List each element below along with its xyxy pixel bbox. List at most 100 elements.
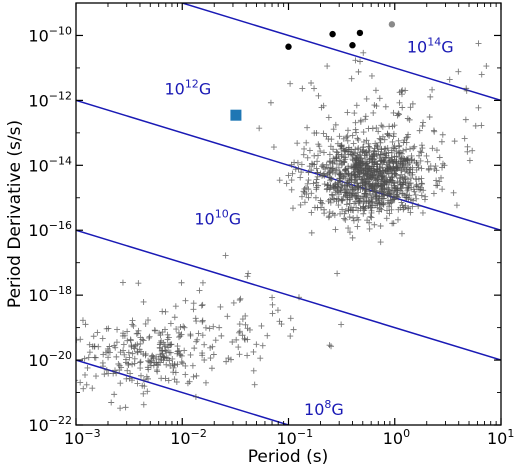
pulsar-point: [339, 206, 346, 213]
pulsar-point: [398, 171, 405, 178]
pulsar-point: [407, 209, 414, 216]
pulsar-point: [140, 337, 147, 344]
pulsar-point: [357, 149, 364, 156]
pulsar-point: [402, 168, 409, 175]
pulsar-point: [388, 199, 395, 206]
pulsar-point: [195, 330, 202, 337]
pulsar-point: [319, 200, 326, 207]
pulsar-point: [427, 93, 434, 100]
pulsar-point: [424, 158, 431, 165]
pulsar-point: [223, 358, 230, 365]
pulsar-point: [150, 355, 157, 362]
pulsar-point: [418, 149, 425, 156]
pulsar-point: [106, 349, 113, 356]
pulsar-point: [327, 199, 334, 206]
pulsar-point: [300, 188, 307, 195]
pulsar-point: [295, 294, 302, 301]
pulsar-point: [199, 332, 206, 339]
pulsar-point: [337, 210, 344, 217]
pulsar-point: [352, 174, 359, 181]
pulsar-point: [105, 370, 112, 377]
pulsar-point: [290, 326, 297, 333]
pulsar-point: [368, 194, 375, 201]
pulsar-point: [406, 160, 413, 166]
pulsar-point: [399, 174, 406, 181]
pulsar-point: [326, 342, 333, 349]
pulsar-point: [463, 87, 470, 94]
pulsar-point: [350, 140, 357, 147]
pulsar-point: [416, 152, 423, 159]
pulsar-point: [89, 385, 96, 392]
pulsar-point: [415, 164, 422, 171]
pulsar-point: [395, 143, 402, 150]
pulsar-point: [327, 174, 334, 181]
pulsar-point: [321, 172, 328, 179]
pulsar-point: [439, 131, 446, 138]
pulsar-point: [419, 145, 426, 152]
pulsar-point: [385, 165, 392, 172]
pulsar-point: [298, 193, 305, 200]
pulsar-point: [433, 147, 440, 154]
pulsar-point: [378, 188, 385, 195]
pulsar-point: [350, 217, 357, 224]
pulsar-point: [233, 336, 240, 343]
pulsar-point: [349, 183, 356, 190]
pulsar-point: [311, 204, 318, 211]
pulsar-point: [368, 196, 375, 203]
pulsar-point: [379, 185, 386, 192]
pulsar-point: [196, 287, 203, 294]
pulsar-point: [287, 315, 294, 322]
pulsar-point: [390, 133, 397, 140]
pulsar-point: [134, 380, 141, 387]
pulsar-point: [420, 119, 427, 126]
pulsar-point: [406, 116, 413, 123]
field-line-0: [76, 359, 292, 425]
pulsar-point: [209, 343, 216, 350]
pulsar-point: [408, 184, 415, 191]
pulsar-point: [427, 163, 434, 170]
pulsar-point: [359, 179, 366, 186]
pulsar-point: [113, 353, 120, 360]
pulsar-point: [178, 279, 185, 286]
pulsar-point: [321, 181, 328, 188]
pulsar-point: [357, 58, 364, 65]
pulsar-point: [241, 336, 248, 343]
pulsar-point: [158, 337, 165, 344]
pulsar-point: [346, 177, 353, 184]
pulsar-point: [363, 191, 370, 198]
pulsar-point: [381, 136, 388, 143]
pulsar-point: [418, 142, 425, 149]
pulsar-point: [134, 348, 141, 355]
pulsar-point: [399, 104, 406, 111]
pulsar-point: [403, 194, 410, 201]
pulsar-point: [418, 192, 425, 199]
pulsar-point: [405, 204, 412, 211]
pulsar-point: [301, 189, 308, 196]
pulsar-point: [317, 170, 324, 177]
pulsar-point: [334, 188, 341, 195]
pulsar-point: [167, 349, 174, 356]
pulsar-point: [438, 138, 445, 145]
pulsar-point: [438, 174, 445, 181]
pulsar-point: [186, 378, 193, 385]
pulsar-point: [333, 198, 340, 205]
pulsar-point: [103, 367, 110, 374]
x-tick-label: 10−2: [170, 427, 207, 448]
pulsar-point: [320, 149, 327, 156]
pulsar-point: [177, 324, 184, 331]
pulsar-point: [166, 357, 173, 364]
pulsar-point: [237, 295, 244, 302]
pulsar-point: [338, 146, 345, 153]
pulsar-point: [391, 145, 398, 152]
pulsar-point: [311, 85, 318, 92]
pulsar-point: [355, 68, 362, 75]
pulsar-point: [365, 143, 372, 150]
pulsar-point: [182, 362, 189, 369]
pulsar-point: [308, 160, 315, 167]
pulsar-point: [388, 174, 395, 181]
pulsar-point: [336, 133, 343, 140]
pulsar-point: [371, 102, 378, 109]
pulsar-point: [360, 171, 367, 178]
pulsar-point: [253, 341, 260, 348]
pulsar-point: [375, 176, 382, 183]
